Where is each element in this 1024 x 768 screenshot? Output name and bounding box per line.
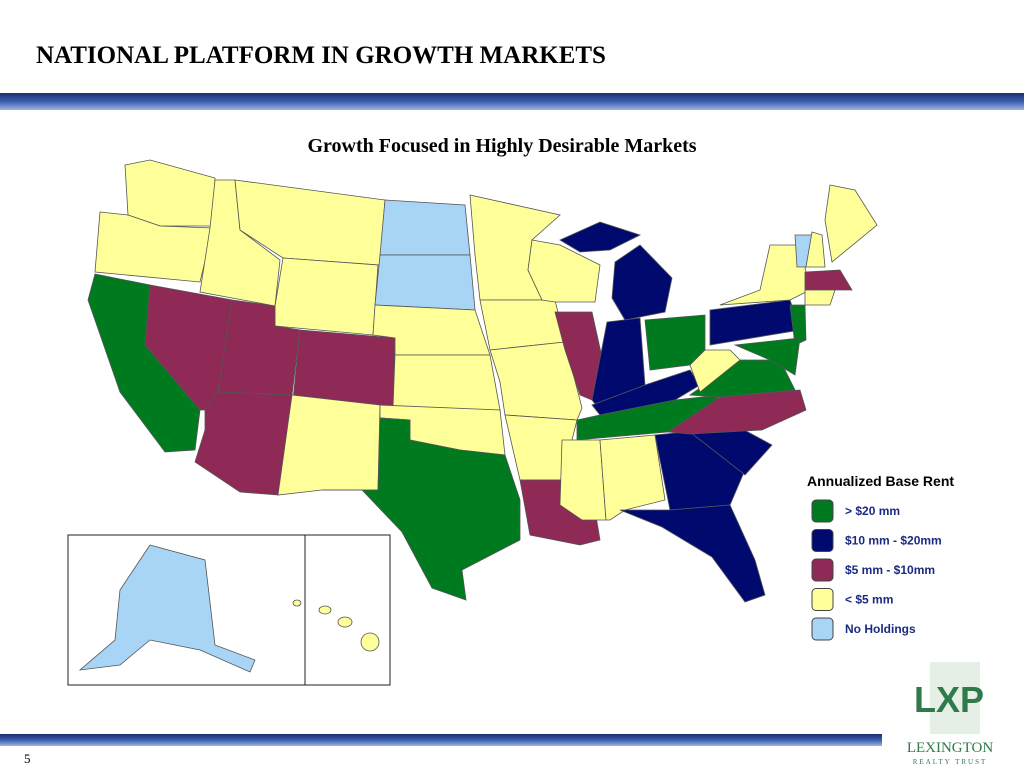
legend-label: No Holdings xyxy=(845,622,916,636)
legend-title: Annualized Base Rent xyxy=(807,473,954,489)
legend-swatch xyxy=(811,529,834,552)
state xyxy=(805,231,826,268)
page-number: 5 xyxy=(24,751,31,766)
state xyxy=(318,605,332,615)
legend-swatch xyxy=(811,558,834,582)
state xyxy=(709,299,801,346)
state xyxy=(559,221,642,253)
legend-label: > $20 mm xyxy=(845,504,900,518)
legend-label: $10 mm - $20mm xyxy=(845,534,942,548)
logo-tagline: REALTY TRUST xyxy=(913,758,988,766)
state xyxy=(619,504,766,603)
state xyxy=(689,349,741,393)
legend-swatch xyxy=(811,588,834,611)
us-map xyxy=(67,159,878,686)
legend-swatch xyxy=(811,499,834,523)
state xyxy=(599,434,666,521)
state xyxy=(733,337,801,376)
state xyxy=(379,199,471,256)
state xyxy=(360,632,380,652)
state xyxy=(611,244,673,321)
state xyxy=(277,394,381,496)
state xyxy=(374,254,476,311)
state xyxy=(392,354,501,411)
logo-name: LEXINGTON xyxy=(907,740,994,756)
map-title: Growth Focused in Highly Desirable Marke… xyxy=(307,135,696,157)
state xyxy=(78,544,256,673)
state xyxy=(194,391,293,496)
logo-mark: LXP xyxy=(914,679,984,720)
state xyxy=(804,289,836,306)
logo-backdrop xyxy=(930,662,980,734)
state xyxy=(292,329,396,409)
state xyxy=(337,616,353,628)
state xyxy=(322,417,521,601)
state xyxy=(824,184,878,263)
legend: Annualized Base Rent > $20 mm $10 mm - $2… xyxy=(807,473,954,641)
state xyxy=(789,304,807,346)
header-bar xyxy=(0,93,1024,110)
slide-title: NATIONAL PLATFORM IN GROWTH MARKETS xyxy=(36,42,606,69)
state xyxy=(292,599,302,607)
state xyxy=(124,159,216,227)
legend-label: $5 mm - $10mm xyxy=(845,563,935,577)
logo: LXP LEXINGTON REALTY TRUST xyxy=(907,662,994,766)
state xyxy=(559,439,607,521)
state xyxy=(274,257,379,336)
legend-label: < $5 mm xyxy=(845,593,893,607)
footer-bar xyxy=(0,734,882,746)
hawaii-inset xyxy=(304,534,391,686)
legend-items: > $20 mm $10 mm - $20mm $5 mm - $10mm < $5 … xyxy=(811,499,942,641)
state xyxy=(527,239,601,303)
legend-swatch xyxy=(811,617,834,641)
state xyxy=(804,269,853,291)
state xyxy=(479,299,566,351)
